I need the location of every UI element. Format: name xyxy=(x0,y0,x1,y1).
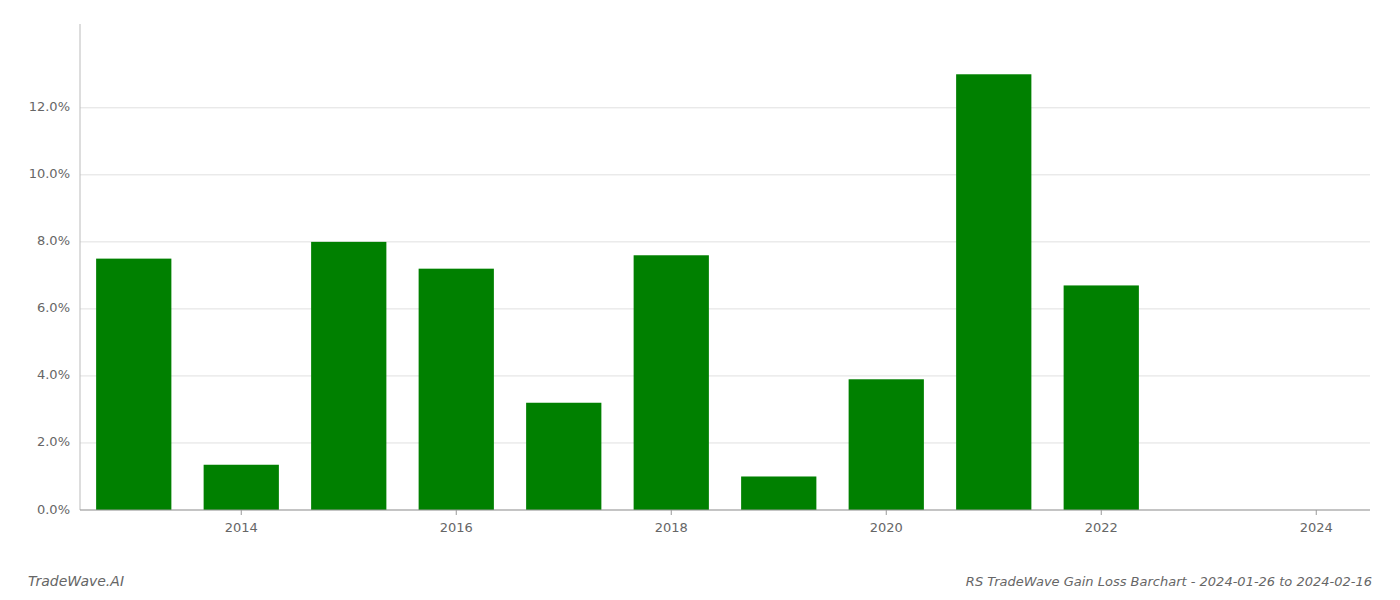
x-axis: 2014 2016 2018 2020 2022 2024 xyxy=(80,510,1370,535)
bar xyxy=(311,242,386,510)
x-tick-label: 2020 xyxy=(870,520,903,535)
chart: 0.0%2.0%4.0%6.0%8.0%10.0%12.0%2014201620… xyxy=(0,0,1400,600)
grid-line xyxy=(80,510,1370,511)
bar xyxy=(204,465,279,510)
bar xyxy=(849,379,924,510)
x-tick xyxy=(1101,510,1102,515)
bar xyxy=(1064,285,1139,510)
x-tick xyxy=(1316,510,1317,515)
x-tick-label: 2018 xyxy=(655,520,688,535)
watermark: TradeWave.AI xyxy=(28,573,124,589)
grid-line xyxy=(80,375,1370,376)
y-tick-label: 12.0% xyxy=(29,99,70,114)
x-tick-label: 2014 xyxy=(225,520,258,535)
grid-line xyxy=(80,241,1370,242)
y-tick-label: 8.0% xyxy=(37,233,70,248)
title: RS TradeWave Gain Loss Barchart - 2024-0… xyxy=(966,574,1372,589)
x-tick xyxy=(456,510,457,515)
bar xyxy=(526,403,601,510)
y-tick-label: 2.0% xyxy=(37,434,70,449)
x-axis-line xyxy=(80,510,1370,511)
y-axis-line xyxy=(80,24,81,510)
grid-line xyxy=(80,308,1370,309)
bar xyxy=(419,269,494,510)
bar xyxy=(96,259,171,510)
x-tick xyxy=(886,510,887,515)
y-tick-label: 6.0% xyxy=(37,300,70,315)
x-tick xyxy=(241,510,242,515)
y-tick-label: 4.0% xyxy=(37,367,70,382)
x-tick-label: 2024 xyxy=(1300,520,1333,535)
y-axis: 0.0% 2.0% 4.0% 6.0% 8.0% 10.0% 12.0% xyxy=(29,24,80,517)
bar xyxy=(634,255,709,510)
bar xyxy=(741,476,816,510)
y-tick-label: 10.0% xyxy=(29,166,70,181)
grid-line xyxy=(80,174,1370,175)
x-tick-label: 2016 xyxy=(440,520,473,535)
grid-line xyxy=(80,107,1370,108)
grid-line xyxy=(80,442,1370,443)
x-tick-label: 2022 xyxy=(1085,520,1118,535)
bar xyxy=(956,74,1031,510)
y-tick-label: 0.0% xyxy=(37,502,70,517)
grid xyxy=(80,108,1370,510)
x-tick xyxy=(671,510,672,515)
bars xyxy=(96,74,1139,510)
